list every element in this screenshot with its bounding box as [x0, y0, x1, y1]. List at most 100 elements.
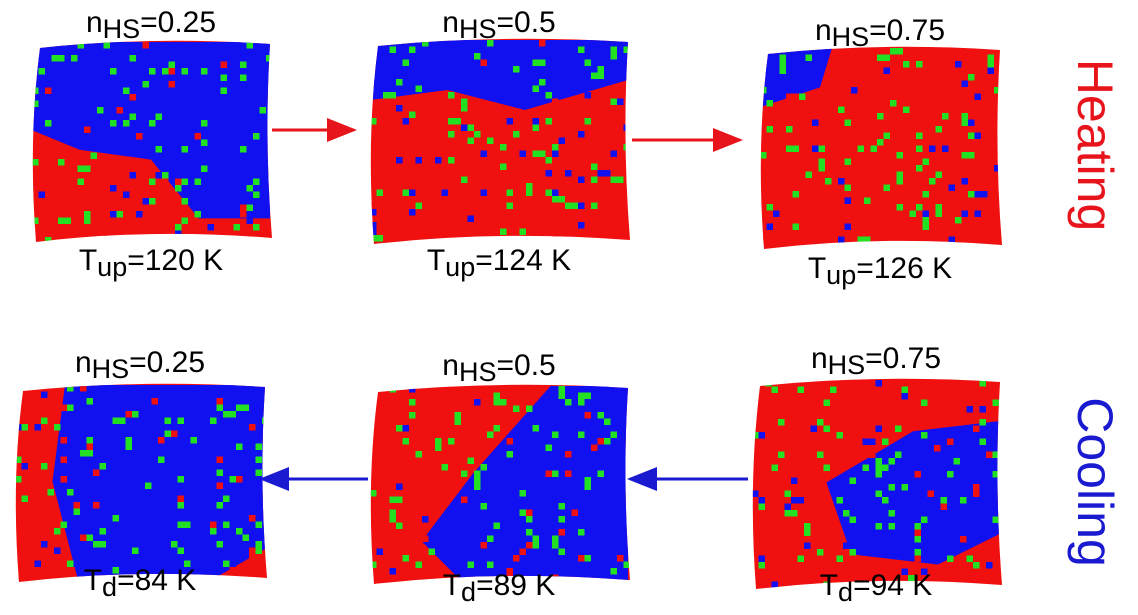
spin-site — [409, 209, 416, 216]
spin-site — [35, 561, 42, 568]
spin-site — [156, 172, 163, 179]
spin-site — [110, 185, 117, 192]
spin-site — [442, 190, 449, 197]
spin-site — [143, 42, 150, 49]
spin-site — [15, 424, 22, 431]
spin-site — [256, 541, 263, 548]
spin-site — [767, 126, 774, 133]
spin-site — [598, 412, 605, 419]
spin-site — [487, 138, 494, 145]
spin-site — [552, 432, 559, 439]
spin-site — [897, 204, 904, 211]
spin-site — [396, 157, 403, 164]
spin-site — [175, 81, 182, 88]
spin-site — [559, 393, 566, 400]
spin-site — [760, 237, 767, 244]
spin-site — [947, 439, 954, 446]
spin-site — [390, 510, 397, 517]
spin-site — [78, 166, 85, 173]
spin-site — [152, 398, 159, 405]
spin-site — [52, 218, 59, 225]
spin-site — [546, 92, 553, 99]
spin-site — [988, 61, 995, 68]
spin-site — [117, 211, 124, 218]
spin-site — [611, 53, 618, 60]
spin-site — [243, 535, 250, 542]
spin-site — [370, 235, 377, 242]
spin-site — [890, 185, 897, 192]
spin-site — [604, 386, 611, 393]
spin-site — [182, 68, 189, 75]
spin-site — [546, 471, 553, 478]
spin-site — [837, 497, 844, 504]
spin-site — [923, 217, 930, 224]
spin-site — [780, 68, 787, 75]
spin-site — [249, 424, 256, 431]
spin-site — [67, 463, 74, 470]
spin-site — [552, 190, 559, 197]
spin-site — [45, 192, 52, 199]
label: Td=84 K — [84, 564, 197, 602]
spin-site — [39, 192, 46, 199]
spin-site — [178, 476, 185, 483]
spin-site — [130, 55, 137, 62]
spin-site — [838, 237, 845, 244]
spin-site — [773, 211, 780, 218]
spin-site — [481, 542, 488, 549]
spin-site — [370, 118, 377, 125]
spin-site — [260, 42, 267, 49]
spin-site — [811, 426, 818, 433]
spin-site — [201, 166, 208, 173]
spin-site — [370, 562, 377, 569]
spin-site — [162, 172, 169, 179]
spin-site — [960, 536, 967, 543]
spin-site — [559, 386, 566, 393]
spin-site — [217, 398, 224, 405]
spin-site — [526, 542, 533, 549]
spin-site — [208, 133, 215, 140]
spin-site — [533, 151, 540, 158]
spin-site — [74, 502, 81, 509]
spin-site — [960, 465, 967, 472]
spin-site — [793, 146, 800, 153]
spin-site — [955, 217, 962, 224]
spin-site — [936, 126, 943, 133]
spin-site — [429, 549, 436, 556]
spin-site — [383, 503, 390, 510]
spin-site — [798, 497, 805, 504]
spin-site — [897, 120, 904, 127]
spin-site — [604, 170, 611, 177]
spin-site — [994, 87, 1001, 94]
spin-site — [32, 88, 39, 95]
spin-site — [61, 496, 68, 503]
spin-site — [968, 74, 975, 81]
spin-site — [249, 515, 256, 522]
spin-site — [941, 497, 948, 504]
spin-site — [136, 75, 143, 82]
spin-site — [817, 413, 824, 420]
spin-site — [824, 426, 831, 433]
spin-site — [84, 218, 91, 225]
spin-site — [882, 497, 889, 504]
spin-site — [383, 425, 390, 432]
spin-site — [955, 237, 962, 244]
label: nHS=0.25 — [86, 6, 216, 44]
spin-site — [403, 438, 410, 445]
spin-site — [929, 178, 936, 185]
spin-site — [552, 151, 559, 158]
spin-site — [41, 418, 48, 425]
label-value: =126 K — [856, 252, 952, 285]
spin-site — [377, 542, 384, 549]
spin-site — [526, 510, 533, 517]
spin-site — [416, 40, 423, 47]
spin-site — [236, 483, 243, 490]
spin-site — [58, 218, 65, 225]
spin-site — [234, 166, 241, 173]
spin-site — [22, 457, 29, 464]
label-value: =124 K — [475, 244, 571, 277]
spin-site — [195, 211, 202, 218]
spin-site — [967, 439, 974, 446]
label-main: n — [811, 342, 828, 375]
spin-site — [908, 543, 915, 550]
spin-site — [80, 509, 87, 516]
